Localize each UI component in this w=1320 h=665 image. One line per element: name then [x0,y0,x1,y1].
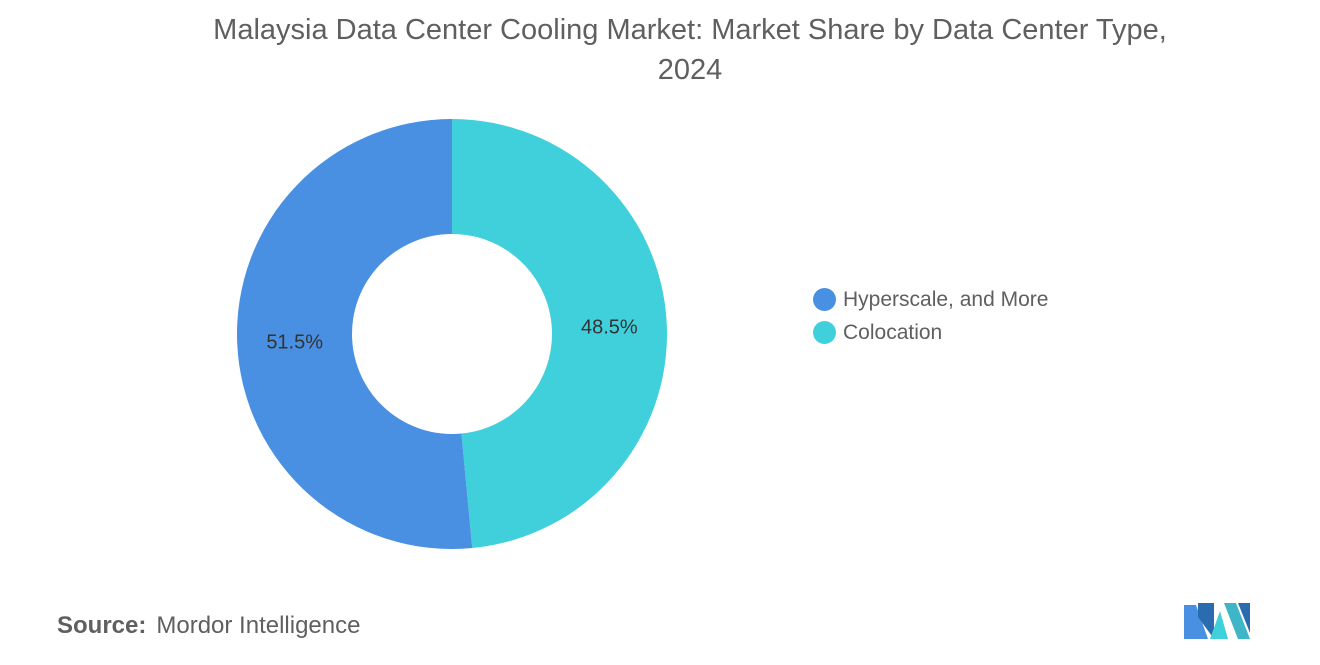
legend-item: Colocation [813,316,1048,349]
source-label: Source: [57,612,147,639]
chart-title-line-2: 2024 [657,54,723,86]
data-label-hyperscale-and-more: 51.5% [266,331,323,353]
legend-swatch [813,321,836,344]
chart-title: Malaysia Data Center Cooling Market: Mar… [140,10,1240,90]
legend-label: Hyperscale, and More [843,287,1049,311]
legend-item: Hyperscale, and More [813,283,1048,316]
chart-title-line-1: Malaysia Data Center Cooling Market: Mar… [213,14,1167,46]
donut-slice-hyperscale-and-more [236,119,473,549]
legend-label: Colocation [843,320,943,344]
donut-slice-colocation [452,119,667,549]
source-note: Source: Mordor Intelligence [57,612,360,640]
data-label-colocation: 48.5% [581,317,638,339]
source-value: Mordor Intelligence [156,612,361,639]
mordor-intelligence-logo [1184,603,1250,639]
chart-legend: Hyperscale, and More Colocation [813,283,1048,349]
legend-swatch [813,288,836,311]
